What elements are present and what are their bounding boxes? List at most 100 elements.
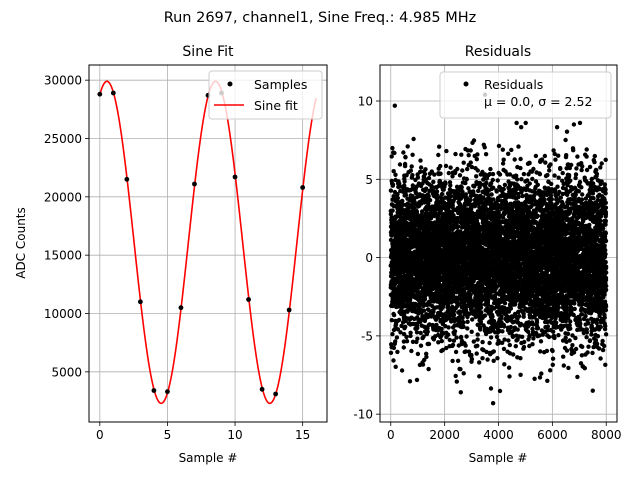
residual-point bbox=[415, 175, 421, 180]
residual-point bbox=[482, 145, 487, 150]
residual-point bbox=[421, 334, 426, 339]
residual-point bbox=[471, 138, 477, 143]
sine-fit-title: Sine Fit bbox=[182, 44, 234, 60]
sample-point bbox=[273, 391, 279, 397]
residual-point bbox=[402, 163, 408, 169]
sample-points bbox=[97, 90, 306, 397]
residual-point bbox=[518, 356, 523, 361]
residual-point bbox=[415, 336, 420, 341]
residual-point bbox=[410, 339, 416, 344]
residual-point bbox=[461, 324, 466, 329]
residual-point bbox=[421, 308, 427, 313]
residual-point bbox=[501, 186, 506, 192]
residual-point bbox=[461, 320, 466, 325]
residual-point bbox=[455, 358, 461, 363]
sine-fit-xlabel: Sample # bbox=[179, 451, 238, 465]
residual-point bbox=[450, 342, 456, 348]
residual-point bbox=[474, 174, 479, 179]
residual-point bbox=[478, 305, 484, 310]
residual-point bbox=[448, 165, 453, 170]
residual-point bbox=[468, 197, 473, 203]
x-tick-label: 10 bbox=[227, 428, 242, 442]
y-tick-label: -5 bbox=[361, 329, 373, 343]
residual-point bbox=[463, 180, 468, 186]
residual-point bbox=[491, 349, 496, 354]
residual-point bbox=[424, 354, 429, 360]
residual-point bbox=[426, 175, 432, 181]
residual-point bbox=[458, 390, 463, 395]
residual-point bbox=[518, 165, 523, 171]
residual-point bbox=[507, 374, 512, 379]
y-tick-label: 30000 bbox=[44, 74, 82, 88]
x-tick-label: 6000 bbox=[537, 428, 568, 442]
residual-point bbox=[479, 310, 484, 315]
residual-point bbox=[401, 150, 406, 155]
sample-point bbox=[165, 389, 170, 395]
residual-point bbox=[453, 349, 459, 355]
residual-point bbox=[418, 158, 423, 163]
sample-point bbox=[232, 174, 238, 180]
residual-point bbox=[466, 153, 471, 158]
residual-point bbox=[502, 362, 507, 367]
sample-point bbox=[300, 185, 306, 190]
residual-point bbox=[434, 189, 440, 194]
residual-point bbox=[431, 179, 436, 185]
residual-point bbox=[491, 358, 496, 363]
residual-point bbox=[405, 201, 410, 206]
residuals-title: Residuals bbox=[465, 44, 531, 60]
residual-point bbox=[448, 194, 454, 199]
residual-point bbox=[395, 327, 401, 332]
residual-point bbox=[418, 165, 424, 170]
residual-point bbox=[485, 297, 491, 303]
residual-point bbox=[443, 163, 449, 169]
residual-point bbox=[388, 188, 394, 193]
residual-point bbox=[487, 340, 492, 346]
residual-point bbox=[515, 177, 520, 182]
residual-point bbox=[469, 356, 475, 362]
residual-point bbox=[475, 343, 480, 348]
residual-point bbox=[418, 330, 423, 336]
sine-fit-plot: Sine Fit Sample # ADC Counts 0 5 10 15 5000… bbox=[14, 44, 328, 465]
residual-point bbox=[488, 335, 494, 340]
residual-point bbox=[402, 302, 408, 308]
residual-point bbox=[410, 183, 415, 188]
y-tick-label: 20000 bbox=[44, 190, 82, 204]
residual-point bbox=[507, 342, 512, 348]
residual-point bbox=[437, 144, 442, 149]
residual-point bbox=[465, 166, 470, 172]
sample-point bbox=[259, 386, 265, 392]
residuals-x-ticks: 0 2000 4000 6000 8000 bbox=[387, 422, 622, 442]
y-tick-label: -10 bbox=[353, 408, 373, 422]
sine-fit-data bbox=[97, 80, 317, 405]
legend-samples-label: Samples bbox=[254, 77, 307, 92]
residual-point bbox=[396, 317, 402, 323]
sample-point bbox=[151, 388, 157, 393]
residual-point bbox=[485, 357, 490, 362]
figure-suptitle: Run 2697, channel1, Sine Freq.: 4.985 MH… bbox=[164, 10, 477, 26]
residual-point bbox=[488, 166, 493, 172]
y-tick-label: 15000 bbox=[44, 249, 82, 263]
residual-point bbox=[494, 189, 499, 194]
residual-point bbox=[474, 351, 479, 356]
residual-point bbox=[475, 168, 480, 173]
residual-point bbox=[389, 154, 394, 159]
sample-point bbox=[110, 90, 116, 96]
residual-point bbox=[480, 356, 485, 361]
residual-point bbox=[480, 339, 485, 345]
residual-point bbox=[418, 169, 423, 174]
residual-point bbox=[463, 192, 469, 197]
residual-point bbox=[455, 166, 460, 172]
sample-point bbox=[178, 305, 184, 311]
residual-point bbox=[478, 327, 483, 332]
sine-fit-x-ticks: 0 5 10 15 bbox=[96, 422, 310, 442]
legend-samples-marker bbox=[227, 81, 233, 87]
residual-point bbox=[393, 281, 398, 286]
residual-point bbox=[439, 191, 445, 197]
residual-point bbox=[395, 349, 400, 355]
residual-point bbox=[403, 155, 408, 160]
residual-point bbox=[446, 170, 451, 176]
residual-point bbox=[390, 208, 395, 213]
residual-point bbox=[389, 318, 394, 323]
residual-point bbox=[408, 333, 413, 339]
